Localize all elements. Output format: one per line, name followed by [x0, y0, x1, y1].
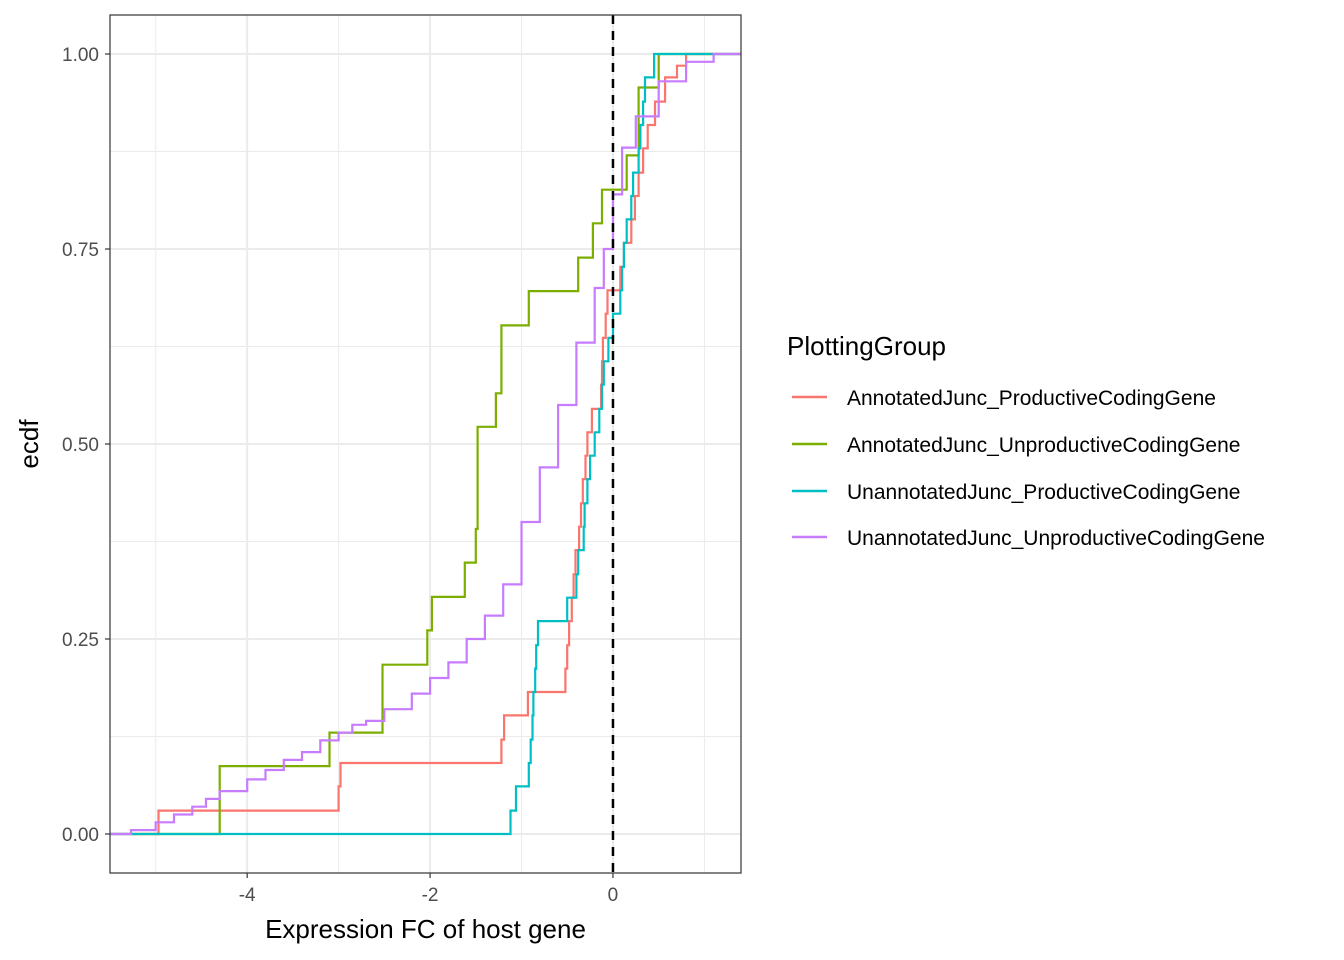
legend-label-4: UnannotatedJunc_UnproductiveCodingGene — [847, 527, 1265, 550]
series-line-3 — [110, 52, 741, 836]
y-axis-title: ecdf — [14, 419, 44, 469]
y-tick-label: 1.00 — [62, 45, 99, 66]
x-axis-title: Expression FC of host gene — [265, 914, 586, 944]
y-tick-label: 0.50 — [62, 435, 99, 456]
series-line-1 — [110, 52, 741, 836]
legend-title: PlottingGroup — [787, 331, 946, 361]
series-lines — [110, 52, 741, 836]
legend-label-3: UnannotatedJunc_ProductiveCodingGene — [847, 481, 1240, 504]
legend: AnnotatedJunc_ProductiveCodingGene Annota… — [792, 387, 1265, 550]
x-tick-label: 0 — [608, 885, 619, 906]
legend-label-1: AnnotatedJunc_ProductiveCodingGene — [847, 387, 1216, 410]
legend-label-2: AnnotatedJunc_UnproductiveCodingGene — [847, 434, 1240, 457]
x-axis-ticks: -4 -2 0 — [239, 873, 619, 906]
y-tick-label: 0.25 — [62, 630, 99, 651]
y-tick-label: 0.00 — [62, 825, 99, 846]
x-tick-label: -2 — [422, 885, 439, 906]
grid-lines — [110, 15, 741, 873]
y-axis-ticks: 0.00 0.25 0.50 0.75 1.00 — [62, 45, 110, 846]
series-line-4 — [110, 52, 741, 836]
y-tick-label: 0.75 — [62, 240, 99, 261]
x-tick-label: -4 — [239, 885, 256, 906]
